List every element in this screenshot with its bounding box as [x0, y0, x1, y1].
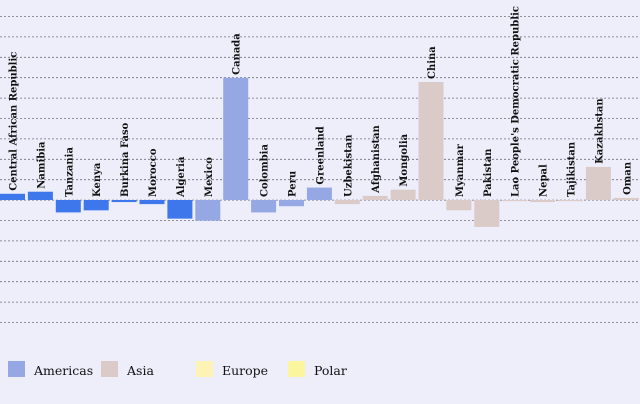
category-label: Central African Republic [9, 52, 20, 191]
legend-label: Polar [314, 363, 347, 378]
category-labels: Central African Republic Namibia Tanzania K… [9, 6, 634, 198]
bar [223, 77, 249, 200]
category-label: Peru [288, 171, 299, 197]
category-label: Afghanistan [371, 124, 382, 193]
category-label: Burkina Faso [120, 122, 131, 197]
bar [0, 193, 25, 200]
category-label: Kenya [92, 162, 103, 197]
category-label: China [427, 46, 438, 79]
bar [195, 200, 221, 221]
bar [334, 200, 360, 205]
bar [139, 200, 165, 205]
bar [55, 200, 81, 213]
category-label: Greenland [315, 126, 326, 184]
legend-swatch [196, 361, 213, 377]
bar [474, 200, 500, 227]
bars [0, 77, 639, 227]
category-label: Tanzania [64, 147, 75, 197]
bar [502, 200, 528, 202]
bar [613, 197, 639, 200]
legend-swatch [288, 361, 305, 377]
legend-label: Europe [222, 363, 268, 378]
legend-label: Asia [126, 363, 154, 378]
category-label: Mongolia [399, 133, 410, 186]
bar [83, 200, 109, 211]
category-label: Mexico [204, 157, 215, 197]
bar [27, 191, 53, 200]
grid-lines [0, 16, 640, 323]
legend-label: Americas [33, 363, 93, 378]
bar [390, 189, 416, 200]
category-label: Uzbekistan [343, 134, 354, 197]
bar [251, 200, 277, 213]
bar [418, 82, 444, 200]
bar [558, 200, 583, 202]
legend-swatch [101, 361, 118, 377]
bar [306, 187, 332, 200]
category-label: Morocco [148, 148, 159, 197]
category-label: Namibia [36, 141, 47, 189]
bar [111, 200, 137, 203]
category-label: Nepal [539, 164, 550, 197]
category-label: Lao People's Democratic Republic [511, 6, 522, 197]
bar [167, 200, 193, 219]
legend: Americas Asia Europe Polar [8, 361, 347, 378]
category-label: Tajikistan [567, 141, 578, 197]
legend-swatch [8, 361, 25, 377]
category-label: Oman [622, 161, 633, 195]
category-label: Kazakhstan [594, 98, 605, 164]
category-label: Pakistan [483, 148, 494, 197]
bar [362, 195, 388, 200]
bar [530, 200, 556, 203]
bar [585, 166, 611, 200]
category-label: Myanmar [455, 143, 466, 197]
category-label: Canada [232, 33, 243, 75]
bar [446, 200, 472, 211]
bar [279, 200, 304, 207]
category-label: Algeria [176, 156, 187, 198]
category-label: Colombia [260, 144, 271, 197]
